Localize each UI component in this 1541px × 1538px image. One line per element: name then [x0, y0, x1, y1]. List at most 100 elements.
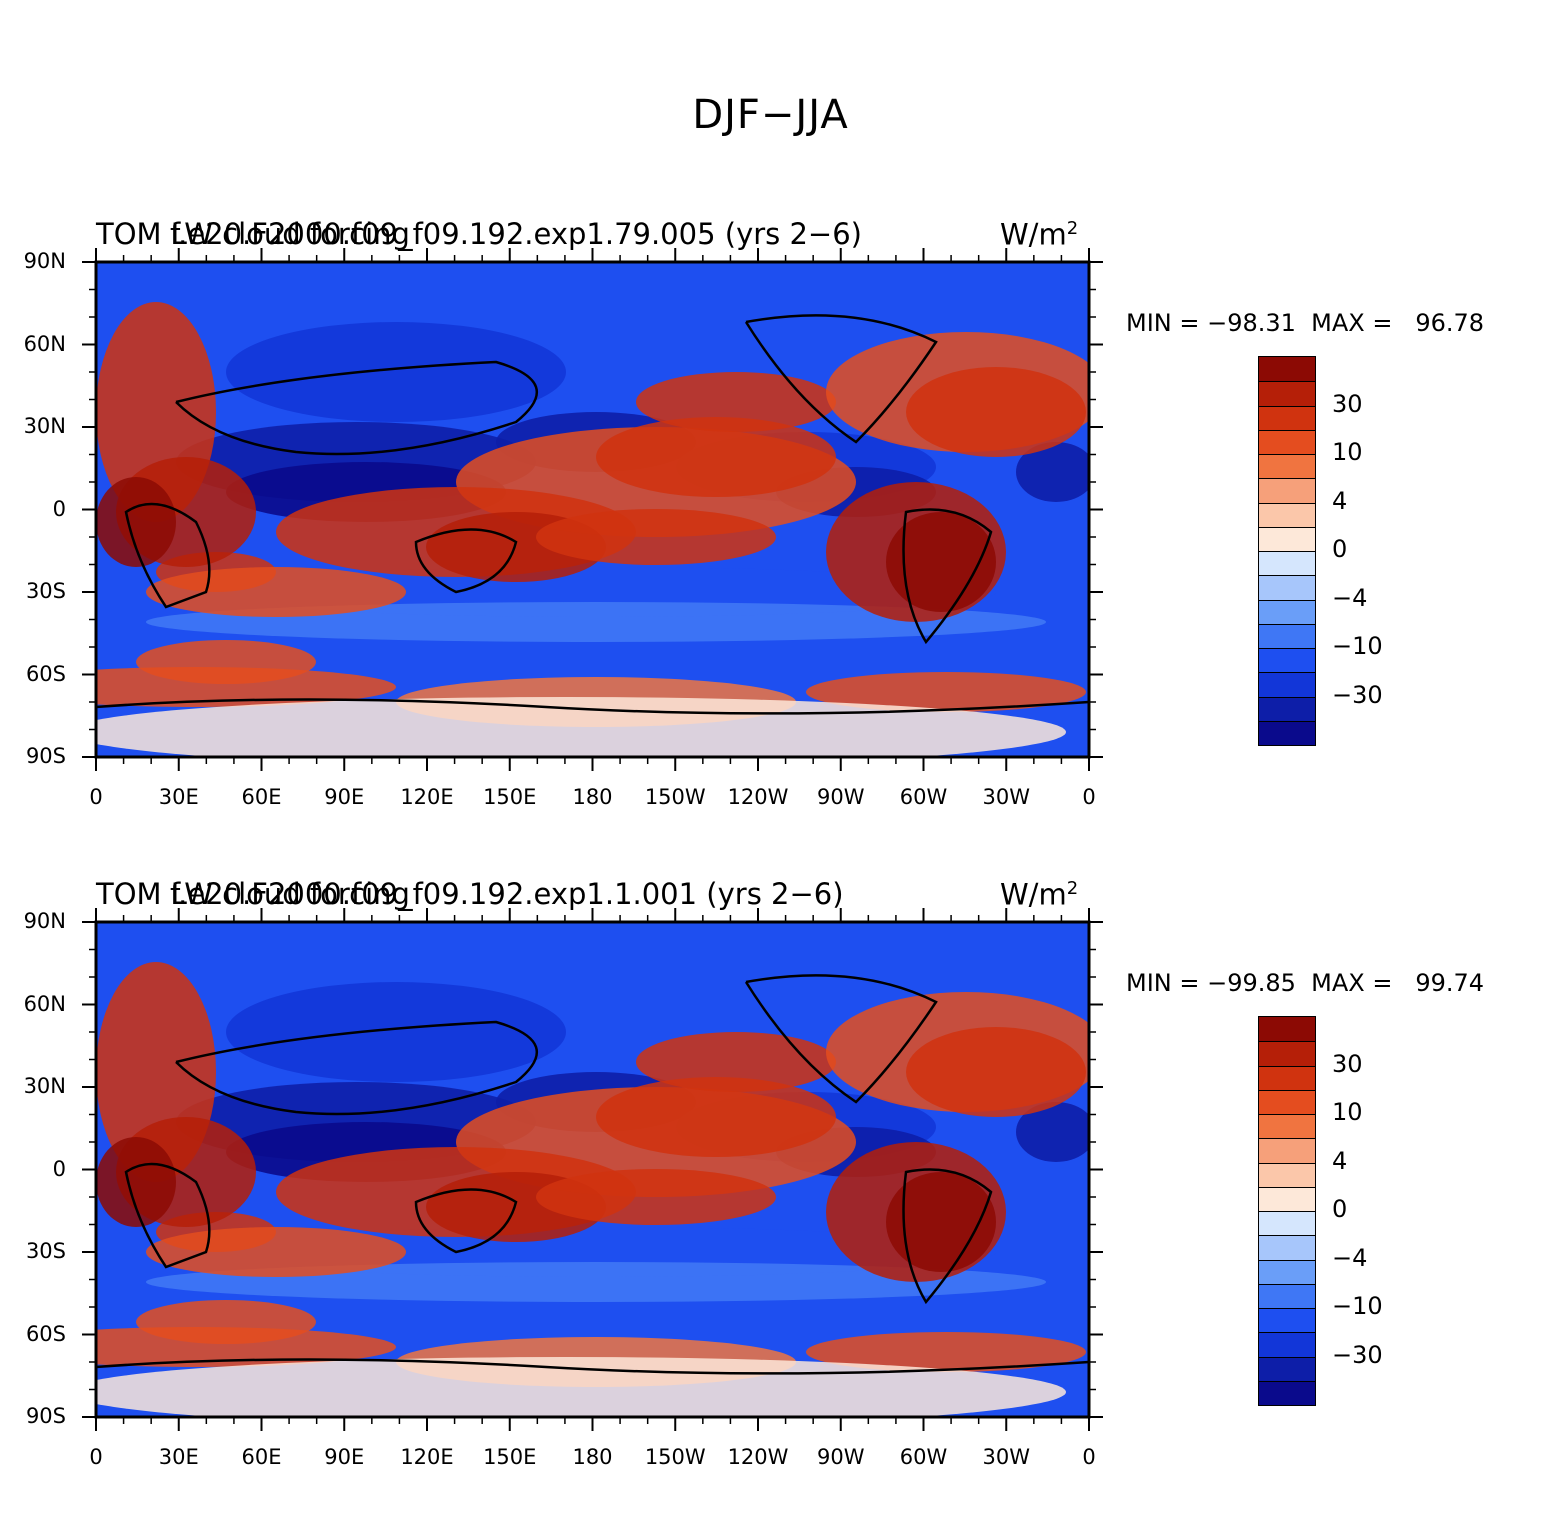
colorbar-segment — [1259, 429, 1315, 454]
colorbar-segment — [1259, 1114, 1315, 1139]
figure-title: DJF−JJA — [692, 92, 849, 138]
y-tick-label: 30N — [23, 414, 66, 438]
x-tick-label: 120E — [400, 1445, 454, 1469]
y-tick-label: 30S — [25, 579, 66, 603]
colorbar-label: 0 — [1332, 1195, 1348, 1223]
colorbar-segment — [1259, 1283, 1315, 1308]
x-tick-label: 90E — [324, 785, 365, 809]
y-tick-label: 30N — [23, 1074, 66, 1098]
colorbar-segment — [1259, 623, 1315, 648]
colorbar-label: 30 — [1332, 389, 1363, 418]
colorbar-segment — [1259, 381, 1315, 406]
x-tick-label: 30E — [158, 785, 199, 809]
colorbar-segment — [1259, 526, 1315, 551]
colorbar-segment — [1259, 405, 1315, 430]
x-tick-label: 90W — [817, 785, 865, 809]
colorbar-label: 0 — [1332, 535, 1348, 563]
x-tick-label: 30W — [982, 1445, 1031, 1469]
x-tick-label: 120E — [400, 785, 454, 809]
x-tick-label: 120W — [727, 785, 789, 809]
map-panel-top: TOM LW cloud forcing f.e20.F2000.f09_f09… — [0, 180, 1541, 840]
colorbar — [1258, 356, 1316, 746]
colorbar — [1258, 1016, 1316, 1406]
colorbar-segment — [1259, 1065, 1315, 1090]
colorbar-segment — [1259, 1380, 1315, 1405]
y-tick-label: 0 — [52, 1156, 66, 1181]
x-tick-label: 0 — [1082, 1445, 1096, 1469]
x-tick-label: 60E — [241, 785, 282, 809]
colorbar-segment — [1259, 1259, 1315, 1284]
colorbar-segment — [1259, 454, 1315, 479]
colorbar-segment — [1259, 1211, 1315, 1236]
map-field — [96, 922, 1089, 1417]
x-tick-label: 90W — [817, 1445, 865, 1469]
panel-center-string: f.e20.F2000.f09_f09.192.exp1.79.005 (yrs… — [170, 217, 862, 251]
colorbar-segment — [1259, 1041, 1315, 1066]
colorbar-segment — [1259, 575, 1315, 600]
y-tick-label: 90N — [23, 909, 66, 933]
y-tick-label: 60S — [25, 661, 66, 686]
x-tick-label: 30E — [158, 1445, 199, 1469]
colorbar-segment — [1259, 672, 1315, 697]
x-tick-label: 150E — [483, 785, 537, 809]
panel-units: W/m2 — [1000, 877, 1079, 912]
x-tick-label: 60E — [241, 1445, 282, 1469]
y-tick-label: 60N — [23, 991, 66, 1016]
colorbar-segment — [1259, 1332, 1315, 1357]
colorbar-segment — [1259, 1162, 1315, 1187]
colorbar-segment — [1259, 551, 1315, 576]
x-tick-label: 120W — [727, 1445, 789, 1469]
x-tick-label: 180 — [572, 785, 613, 809]
colorbar-segment — [1259, 648, 1315, 673]
x-tick-label: 90E — [324, 1445, 365, 1469]
colorbar-segment — [1259, 502, 1315, 527]
colorbar-label: −30 — [1332, 680, 1383, 709]
x-tick-label: 0 — [89, 785, 103, 809]
y-tick-label: 90S — [25, 1404, 66, 1428]
map-frame — [82, 248, 1103, 771]
colorbar-segment — [1259, 1235, 1315, 1260]
x-tick-label: 60W — [899, 785, 948, 809]
y-tick-label: 0 — [52, 496, 66, 521]
colorbar-segment — [1259, 1017, 1315, 1042]
colorbar-label: 10 — [1332, 438, 1363, 466]
colorbar-label: −30 — [1332, 1340, 1383, 1369]
x-tick-label: 30W — [982, 785, 1031, 809]
map-field-shading — [96, 922, 1089, 1417]
x-tick-label: 180 — [572, 1445, 613, 1469]
x-tick-label: 60W — [899, 1445, 948, 1469]
x-tick-label: 150E — [483, 1445, 537, 1469]
panel-left-string: TOM LW cloud forcing — [96, 877, 410, 911]
colorbar-label: 10 — [1332, 1098, 1363, 1126]
map-panel-bottom: TOM LW cloud forcing f.e20.F2000.f09_f09… — [0, 840, 1541, 1500]
colorbar-segment — [1259, 696, 1315, 721]
colorbar-segment — [1259, 357, 1315, 382]
x-tick-label: 0 — [1082, 785, 1096, 809]
y-tick-label: 90S — [25, 744, 66, 768]
x-tick-label: 150W — [644, 785, 706, 809]
y-tick-label: 60N — [23, 331, 66, 356]
colorbar-label: −10 — [1332, 1292, 1383, 1320]
colorbar-segment — [1259, 599, 1315, 624]
x-tick-label: 0 — [89, 1445, 103, 1469]
colorbar-label: 4 — [1332, 1146, 1348, 1175]
y-tick-label: 30S — [25, 1239, 66, 1263]
y-tick-label: 60S — [25, 1321, 66, 1346]
colorbar-segment — [1259, 478, 1315, 503]
colorbar-segment — [1259, 1089, 1315, 1114]
min-max-label: MIN = −98.31 MAX = 96.78 — [1126, 309, 1485, 337]
colorbar-label: −4 — [1332, 1243, 1368, 1272]
colorbar-label: 30 — [1332, 1049, 1363, 1078]
x-tick-label: 150W — [644, 1445, 706, 1469]
colorbar-segment — [1259, 720, 1315, 745]
panel-center-string: f.e20.F2000.f09_f09.192.exp1.1.001 (yrs … — [170, 877, 844, 911]
colorbar-segment — [1259, 1356, 1315, 1381]
min-max-label: MIN = −99.85 MAX = 99.74 — [1126, 969, 1485, 997]
map-field-shading — [96, 262, 1089, 757]
map-field — [96, 262, 1089, 757]
map-frame — [82, 908, 1103, 1431]
colorbar-label: −10 — [1332, 632, 1383, 660]
y-tick-label: 90N — [23, 249, 66, 273]
colorbar-segment — [1259, 1186, 1315, 1211]
colorbar-label: −4 — [1332, 583, 1368, 612]
